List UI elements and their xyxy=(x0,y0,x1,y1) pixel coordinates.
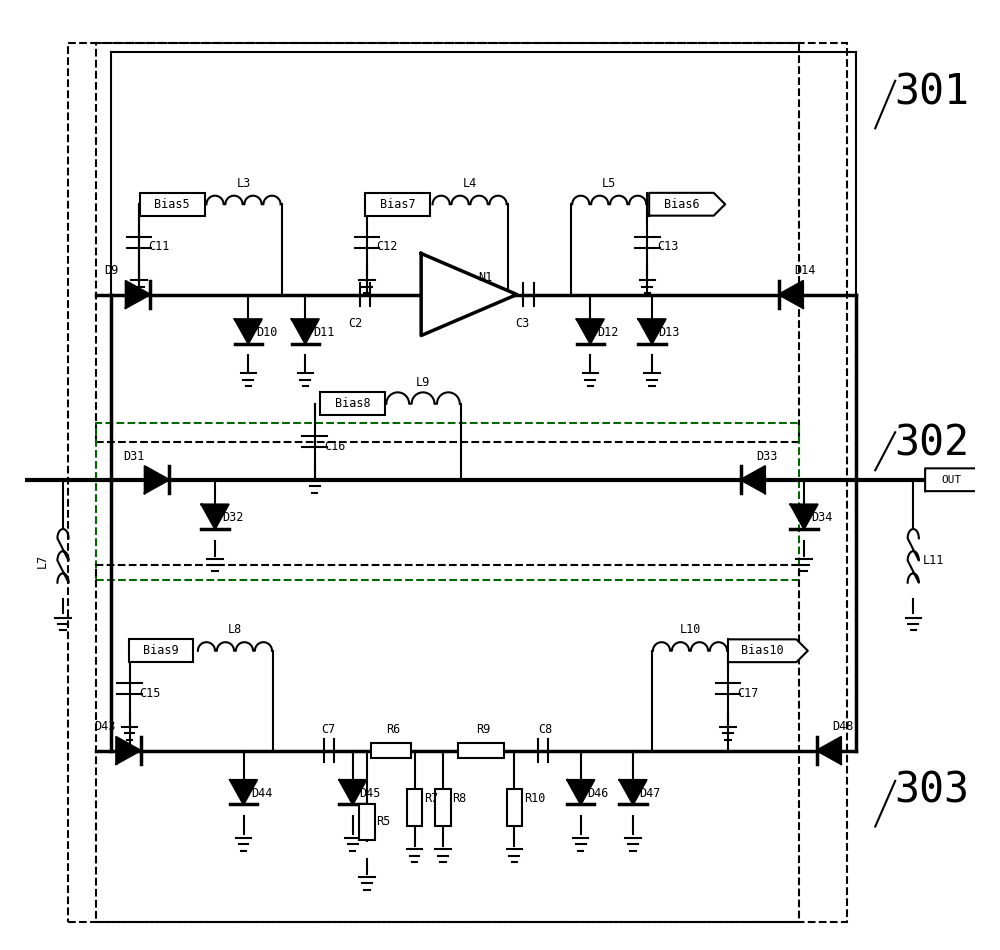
Text: OUT: OUT xyxy=(941,475,961,484)
Text: D48: D48 xyxy=(832,720,854,733)
Text: D13: D13 xyxy=(659,326,680,339)
Polygon shape xyxy=(235,319,262,344)
Text: C8: C8 xyxy=(538,723,552,736)
Text: D45: D45 xyxy=(359,787,381,800)
Text: Bias8: Bias8 xyxy=(335,397,371,410)
Text: Bias7: Bias7 xyxy=(380,198,415,211)
Text: C7: C7 xyxy=(321,723,336,736)
Bar xyxy=(359,804,375,840)
Polygon shape xyxy=(619,780,647,805)
Bar xyxy=(458,743,504,758)
Text: L5: L5 xyxy=(602,177,616,190)
Polygon shape xyxy=(145,466,169,493)
Bar xyxy=(365,193,430,216)
Text: C3: C3 xyxy=(515,316,529,330)
Text: D14: D14 xyxy=(794,264,816,277)
Text: R6: R6 xyxy=(386,723,400,736)
Text: Bias5: Bias5 xyxy=(154,198,190,211)
Bar xyxy=(507,789,522,826)
Polygon shape xyxy=(116,737,141,764)
Text: R5: R5 xyxy=(376,815,391,828)
Bar xyxy=(68,43,847,921)
Text: D33: D33 xyxy=(757,449,778,463)
Polygon shape xyxy=(817,737,841,764)
Polygon shape xyxy=(649,193,725,216)
Text: D34: D34 xyxy=(812,511,833,524)
Bar xyxy=(96,565,799,922)
Text: C13: C13 xyxy=(657,240,678,254)
Text: Bias9: Bias9 xyxy=(143,644,179,657)
Bar xyxy=(371,743,411,758)
Text: L11: L11 xyxy=(923,554,944,567)
Polygon shape xyxy=(201,504,229,529)
Polygon shape xyxy=(230,780,257,805)
Text: R10: R10 xyxy=(524,791,545,805)
Text: D10: D10 xyxy=(256,326,277,339)
Text: N1: N1 xyxy=(478,271,492,284)
Polygon shape xyxy=(577,319,604,344)
Text: D47: D47 xyxy=(640,787,661,800)
Text: L9: L9 xyxy=(416,376,430,390)
Text: C17: C17 xyxy=(738,687,759,700)
Polygon shape xyxy=(567,780,594,805)
Text: D46: D46 xyxy=(587,787,609,800)
Text: L3: L3 xyxy=(236,177,251,190)
Bar xyxy=(407,789,422,826)
Polygon shape xyxy=(779,281,803,308)
Polygon shape xyxy=(741,466,765,493)
Polygon shape xyxy=(790,504,818,529)
Text: D32: D32 xyxy=(223,511,244,524)
Text: R7: R7 xyxy=(424,791,438,805)
Text: 303: 303 xyxy=(894,770,969,811)
Text: L7: L7 xyxy=(36,553,49,568)
Polygon shape xyxy=(925,468,989,491)
Polygon shape xyxy=(421,254,517,335)
Bar xyxy=(320,392,385,415)
Text: Bias10: Bias10 xyxy=(741,644,784,657)
Text: L10: L10 xyxy=(679,623,701,636)
Text: C11: C11 xyxy=(149,240,170,254)
Text: D43: D43 xyxy=(94,720,116,733)
Text: Bias6: Bias6 xyxy=(664,198,699,211)
Polygon shape xyxy=(339,780,366,805)
Polygon shape xyxy=(638,319,666,344)
Bar xyxy=(435,789,451,826)
Text: 301: 301 xyxy=(894,71,969,113)
Text: R9: R9 xyxy=(476,723,490,736)
Text: D44: D44 xyxy=(251,787,272,800)
Polygon shape xyxy=(728,639,808,662)
Bar xyxy=(140,193,205,216)
Polygon shape xyxy=(126,281,150,308)
Text: D31: D31 xyxy=(123,449,144,463)
Text: L4: L4 xyxy=(462,177,477,190)
Text: C15: C15 xyxy=(139,687,160,700)
Text: D11: D11 xyxy=(313,326,334,339)
Bar xyxy=(96,43,799,442)
Bar xyxy=(129,639,193,662)
Text: D12: D12 xyxy=(597,326,618,339)
Bar xyxy=(96,423,799,580)
Text: C16: C16 xyxy=(324,440,346,453)
Text: C2: C2 xyxy=(348,316,362,330)
Text: C12: C12 xyxy=(376,240,398,254)
Text: 302: 302 xyxy=(894,423,969,465)
Polygon shape xyxy=(292,319,319,344)
Text: R8: R8 xyxy=(452,791,467,805)
Text: D9: D9 xyxy=(104,264,118,277)
Text: L8: L8 xyxy=(228,623,242,636)
